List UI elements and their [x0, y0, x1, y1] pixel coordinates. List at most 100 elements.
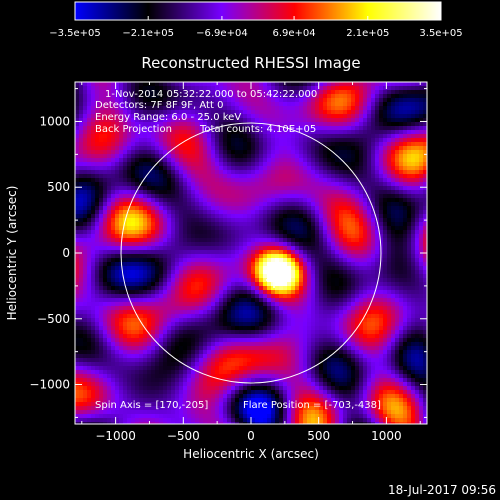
heatmap-cell	[359, 290, 363, 294]
heatmap-cell	[223, 82, 227, 86]
heatmap-cell	[119, 98, 123, 102]
heatmap-cell	[263, 270, 267, 274]
heatmap-cell	[107, 198, 111, 202]
heatmap-cell	[187, 90, 191, 94]
heatmap-cell	[247, 262, 251, 266]
heatmap-cell	[407, 162, 411, 166]
heatmap-cell	[163, 198, 167, 202]
heatmap-cell	[391, 126, 395, 130]
heatmap-cell	[239, 170, 243, 174]
heatmap-cell	[91, 210, 95, 214]
heatmap-cell	[83, 94, 87, 98]
heatmap-cell	[411, 302, 415, 306]
heatmap-cell	[311, 98, 315, 102]
heatmap-cell	[163, 262, 167, 266]
heatmap-cell	[231, 190, 235, 194]
heatmap-cell	[295, 86, 299, 90]
heatmap-cell	[351, 210, 355, 214]
heatmap-cell	[359, 262, 363, 266]
heatmap-cell	[267, 294, 271, 298]
heatmap-cell	[219, 154, 223, 158]
heatmap-cell	[103, 270, 107, 274]
heatmap-cell	[387, 262, 391, 266]
heatmap-cell	[411, 134, 415, 138]
heatmap-cell	[295, 274, 299, 278]
heatmap-cell	[119, 186, 123, 190]
heatmap-cell	[375, 106, 379, 110]
heatmap-cell	[111, 210, 115, 214]
heatmap-cell	[339, 266, 343, 270]
heatmap-cell	[419, 206, 423, 210]
heatmap-cell	[323, 94, 327, 98]
heatmap-cell	[159, 242, 163, 246]
heatmap-cell	[115, 274, 119, 278]
heatmap-cell	[355, 238, 359, 242]
heatmap-cell	[315, 114, 319, 118]
heatmap-cell	[95, 114, 99, 118]
heatmap-cell	[371, 90, 375, 94]
heatmap-cell	[91, 198, 95, 202]
heatmap-cell	[359, 158, 363, 162]
heatmap-cell	[375, 206, 379, 210]
heatmap-cell	[111, 286, 115, 290]
heatmap-cell	[347, 178, 351, 182]
heatmap-cell	[75, 302, 79, 306]
heatmap-cell	[131, 206, 135, 210]
heatmap-cell	[355, 214, 359, 218]
heatmap-cell	[395, 230, 399, 234]
heatmap-cell	[111, 98, 115, 102]
heatmap-cell	[375, 278, 379, 282]
heatmap-cell	[307, 218, 311, 222]
heatmap-cell	[235, 218, 239, 222]
heatmap-cell	[303, 162, 307, 166]
heatmap-cell	[347, 118, 351, 122]
heatmap-cell	[79, 278, 83, 282]
heatmap-cell	[291, 86, 295, 90]
heatmap-cell	[119, 170, 123, 174]
heatmap-cell	[255, 166, 259, 170]
heatmap-cell	[139, 138, 143, 142]
heatmap-cell	[231, 274, 235, 278]
heatmap-cell	[403, 290, 407, 294]
heatmap-cell	[343, 146, 347, 150]
heatmap-cell	[199, 90, 203, 94]
heatmap-cell	[103, 234, 107, 238]
heatmap-cell	[343, 234, 347, 238]
heatmap-cell	[127, 154, 131, 158]
heatmap-cell	[207, 290, 211, 294]
heatmap-cell	[227, 274, 231, 278]
heatmap-cell	[91, 178, 95, 182]
heatmap-cell	[127, 198, 131, 202]
heatmap-cell	[247, 298, 251, 302]
heatmap-cell	[83, 194, 87, 198]
heatmap-cell	[387, 266, 391, 270]
heatmap-cell	[199, 110, 203, 114]
heatmap-cell	[119, 238, 123, 242]
heatmap-cell	[287, 86, 291, 90]
heatmap-cell	[91, 278, 95, 282]
heatmap-cell	[191, 262, 195, 266]
heatmap-cell	[407, 130, 411, 134]
heatmap-cell	[343, 266, 347, 270]
heatmap-cell	[335, 186, 339, 190]
heatmap-cell	[423, 82, 427, 86]
heatmap-cell	[239, 230, 243, 234]
heatmap-cell	[211, 166, 215, 170]
heatmap-cell	[123, 230, 127, 234]
heatmap-cell	[387, 86, 391, 90]
heatmap-cell	[275, 146, 279, 150]
heatmap-cell	[187, 194, 191, 198]
heatmap-cell	[199, 94, 203, 98]
heatmap-cell	[159, 162, 163, 166]
heatmap-cell	[187, 306, 191, 310]
heatmap-cell	[307, 302, 311, 306]
heatmap-cell	[175, 146, 179, 150]
heatmap-cell	[223, 142, 227, 146]
heatmap-cell	[335, 134, 339, 138]
heatmap-cell	[195, 162, 199, 166]
heatmap-cell	[287, 134, 291, 138]
heatmap-cell	[115, 158, 119, 162]
heatmap-cell	[75, 222, 79, 226]
heatmap-cell	[419, 194, 423, 198]
heatmap-cell	[335, 174, 339, 178]
